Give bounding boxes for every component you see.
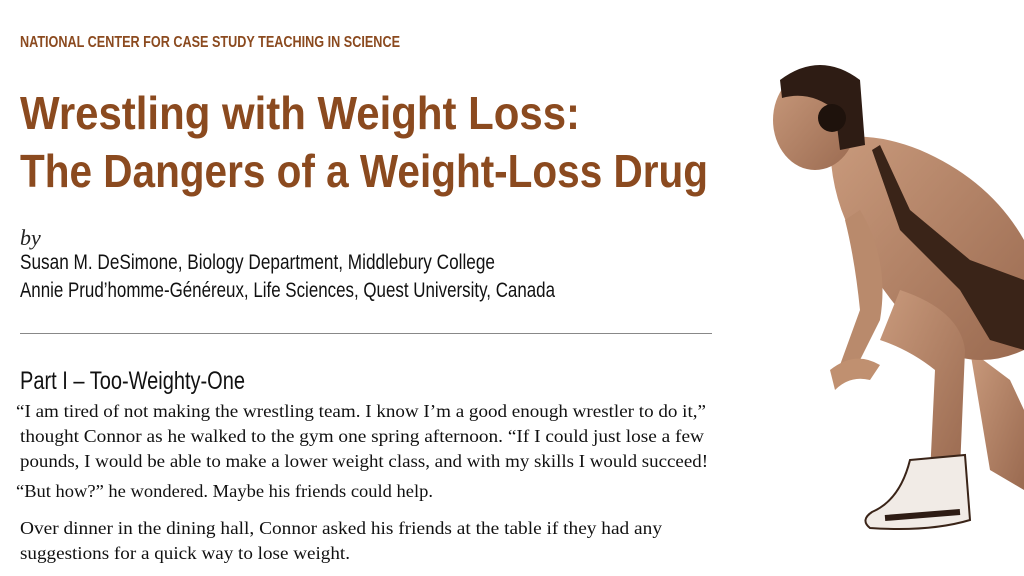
wrestler-hand bbox=[830, 358, 880, 390]
wrestler-photo bbox=[773, 65, 1024, 530]
headgear-ear-guard bbox=[818, 104, 846, 132]
section-heading: Part I – Too-Weighty-One bbox=[20, 367, 245, 395]
paragraph-1-line-2: thought Connor as he walked to the gym o… bbox=[20, 426, 704, 446]
author-2: Annie Prud’homme-Généreux, Life Sciences… bbox=[20, 279, 555, 302]
wrestler-back-leg bbox=[970, 350, 1024, 490]
wrestler-singlet bbox=[872, 145, 1024, 350]
title-line-1: Wrestling with Weight Loss: bbox=[20, 87, 580, 139]
paragraph-3-line-1: Over dinner in the dining hall, Connor a… bbox=[20, 518, 662, 538]
paragraph-1-line-1: “I am tired of not making the wrestling … bbox=[16, 401, 707, 421]
divider bbox=[20, 333, 712, 334]
paragraph-3-line-2: suggestions for a quick way to lose weig… bbox=[20, 543, 350, 563]
author-1: Susan M. DeSimone, Biology Department, M… bbox=[20, 251, 495, 274]
title-line-2: The Dangers of a Weight-Loss Drug bbox=[20, 145, 708, 197]
shoe-sole bbox=[884, 509, 961, 521]
wrestler-arm bbox=[840, 210, 883, 370]
headgear-icon bbox=[780, 65, 865, 150]
byline-by: by bbox=[20, 225, 41, 250]
wrestler-front-leg bbox=[880, 290, 965, 475]
organization-header: NATIONAL CENTER FOR CASE STUDY TEACHING … bbox=[20, 34, 400, 51]
paragraph-1-line-3: pounds, I would be able to make a lower … bbox=[20, 451, 708, 471]
paragraph-2: “But how?” he wondered. Maybe his friend… bbox=[16, 481, 433, 501]
